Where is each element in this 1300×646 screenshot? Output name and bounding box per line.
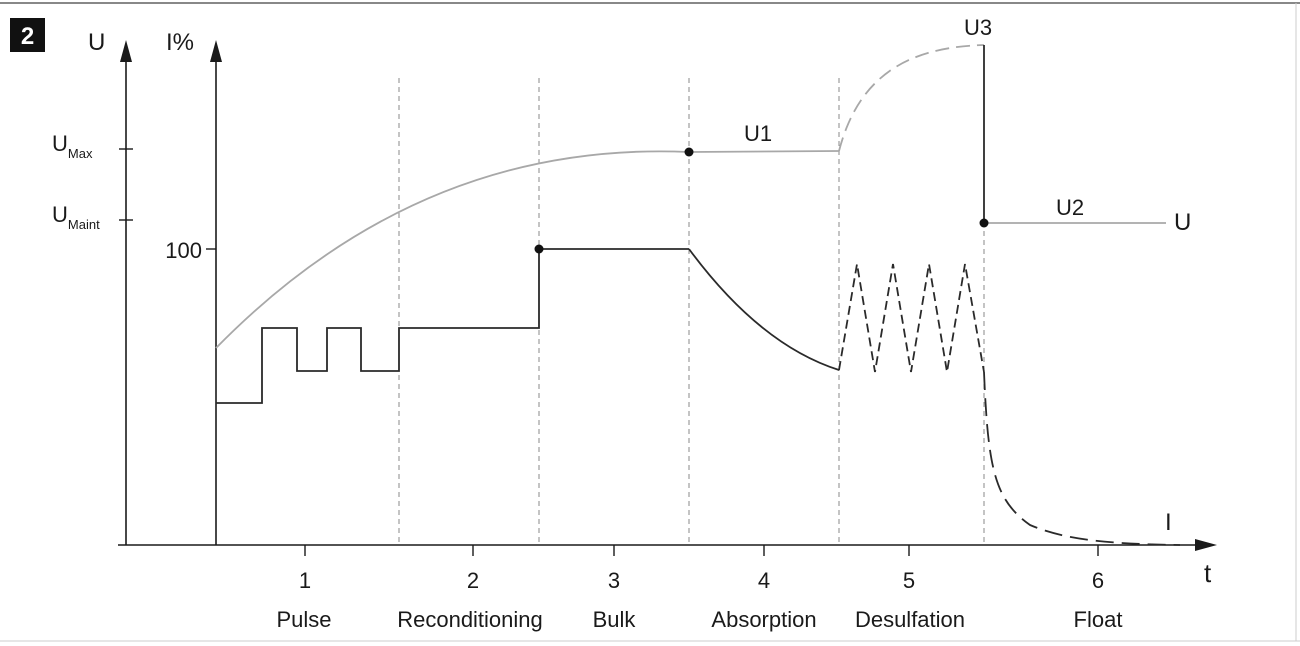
u-end-label: U: [1174, 209, 1191, 236]
phase-numbers: 1 2 3 4 5 6: [299, 568, 1104, 593]
phase-number-6: 6: [1092, 568, 1104, 593]
float-current-decay-segment: [983, 371, 1181, 546]
umax-label: UMax: [52, 131, 93, 161]
u1-start-marker: [684, 147, 694, 157]
pulse-current-segment: [216, 248, 689, 404]
umaint-label: UMaint: [52, 202, 100, 232]
umaint-sub: Maint: [68, 217, 100, 232]
phase-name-5: Desulfation: [855, 607, 965, 632]
axis-arrowheads: [120, 40, 1217, 551]
i100-label: 100: [165, 238, 202, 263]
phase-name-1: Pulse: [276, 607, 331, 632]
t-axis-label: t: [1204, 558, 1212, 588]
figure-number: 2: [21, 23, 34, 50]
umaint-main: U: [52, 202, 68, 227]
u2-start-marker: [979, 218, 989, 228]
phase-name-3: Bulk: [593, 607, 637, 632]
absorption-decay-segment: [688, 248, 840, 371]
figure-badge: [10, 18, 45, 52]
phase-name-2: Reconditioning: [397, 607, 543, 632]
i-end-label: I: [1165, 509, 1172, 536]
phase-number-1: 1: [299, 568, 311, 593]
phase-name-6: Float: [1074, 607, 1123, 632]
u1-label: U1: [744, 121, 772, 146]
umax-sub: Max: [68, 146, 93, 161]
axis-ticks: [119, 148, 1099, 556]
u-axis-label: U: [88, 29, 105, 56]
phase-number-2: 2: [467, 568, 479, 593]
current-curve: [216, 248, 1181, 546]
u2-label: U2: [1056, 195, 1084, 220]
i-axis-arrowhead: [210, 40, 222, 62]
curve-markers: [534, 147, 989, 254]
phase-names: Pulse Reconditioning Bulk Absorption Des…: [276, 607, 1122, 632]
u-axis-arrowhead: [120, 40, 132, 62]
i-axis-label: I%: [166, 29, 194, 56]
u3-label: U3: [964, 15, 992, 40]
phase-number-4: 4: [758, 568, 770, 593]
t-axis-arrowhead: [1195, 539, 1217, 551]
u3-rise-segment: [838, 44, 985, 152]
desulfation-oscillation-segment: [838, 263, 985, 373]
umax-main: U: [52, 131, 68, 156]
voltage-rise-segment: [215, 150, 690, 349]
phase-number-5: 5: [903, 568, 915, 593]
axes: [118, 48, 1205, 546]
bulk-start-marker: [534, 244, 544, 254]
phase-name-4: Absorption: [711, 607, 816, 632]
phase-dividers: [398, 78, 985, 545]
voltage-curve: [215, 44, 1166, 349]
phase-number-3: 3: [608, 568, 620, 593]
u1-plateau-segment: [688, 150, 840, 153]
